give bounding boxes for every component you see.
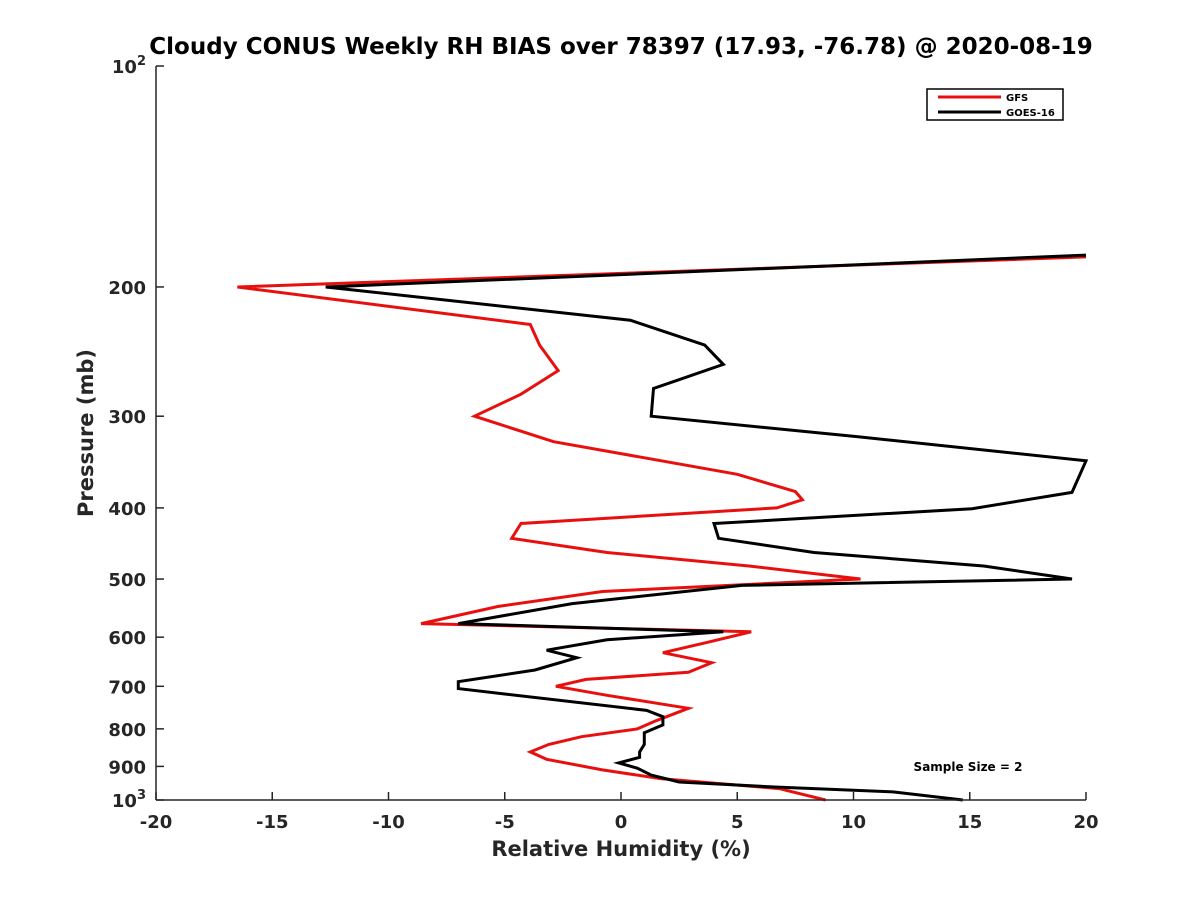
sample-size-annotation: Sample Size = 2 bbox=[914, 760, 1023, 774]
y-tick-label: 400 bbox=[108, 499, 146, 520]
series-line-goes-16 bbox=[325, 253, 1089, 802]
legend-entry-label: GOES-16 bbox=[1006, 108, 1055, 119]
legend-box bbox=[926, 88, 1064, 121]
y-tick-label: 700 bbox=[108, 677, 146, 698]
x-tick-label: 20 bbox=[1073, 812, 1098, 833]
x-tick-label: -10 bbox=[372, 812, 405, 833]
y-tick-label: 800 bbox=[108, 720, 146, 741]
series-line-gfs bbox=[237, 255, 1087, 802]
x-tick-label: 0 bbox=[615, 812, 628, 833]
x-axis-label: Relative Humidity (%) bbox=[491, 837, 750, 861]
legend-entry-label: GFS bbox=[1006, 93, 1028, 104]
y-tick-label: 103 bbox=[112, 788, 146, 812]
plot-area bbox=[237, 253, 1089, 802]
x-tick-label: -5 bbox=[495, 812, 515, 833]
y-tick-label: 500 bbox=[108, 570, 146, 591]
x-axis-ticks: -20 -15 -10 -5 0 5 10 15 20 bbox=[140, 792, 1099, 833]
chart-title: Cloudy CONUS Weekly RH BIAS over 78397 (… bbox=[149, 34, 1092, 60]
x-tick-label: 5 bbox=[731, 812, 744, 833]
y-tick-label: 900 bbox=[108, 757, 146, 778]
x-tick-label: -15 bbox=[256, 812, 289, 833]
y-tick-label: 200 bbox=[108, 278, 146, 299]
y-tick-label: 300 bbox=[108, 407, 146, 428]
y-axis-label: Pressure (mb) bbox=[74, 349, 98, 517]
y-tick-label: 102 bbox=[112, 54, 146, 78]
legend: GFS GOES-16 bbox=[926, 88, 1064, 121]
y-tick-exponent: 3 bbox=[137, 788, 146, 803]
y-tick-label: 600 bbox=[108, 628, 146, 649]
x-tick-label: -20 bbox=[140, 812, 173, 833]
x-tick-label: 15 bbox=[957, 812, 982, 833]
x-tick-label: 10 bbox=[841, 812, 866, 833]
y-tick-base: 10 bbox=[112, 57, 137, 78]
y-tick-base: 10 bbox=[112, 791, 137, 812]
y-tick-exponent: 2 bbox=[137, 54, 146, 69]
